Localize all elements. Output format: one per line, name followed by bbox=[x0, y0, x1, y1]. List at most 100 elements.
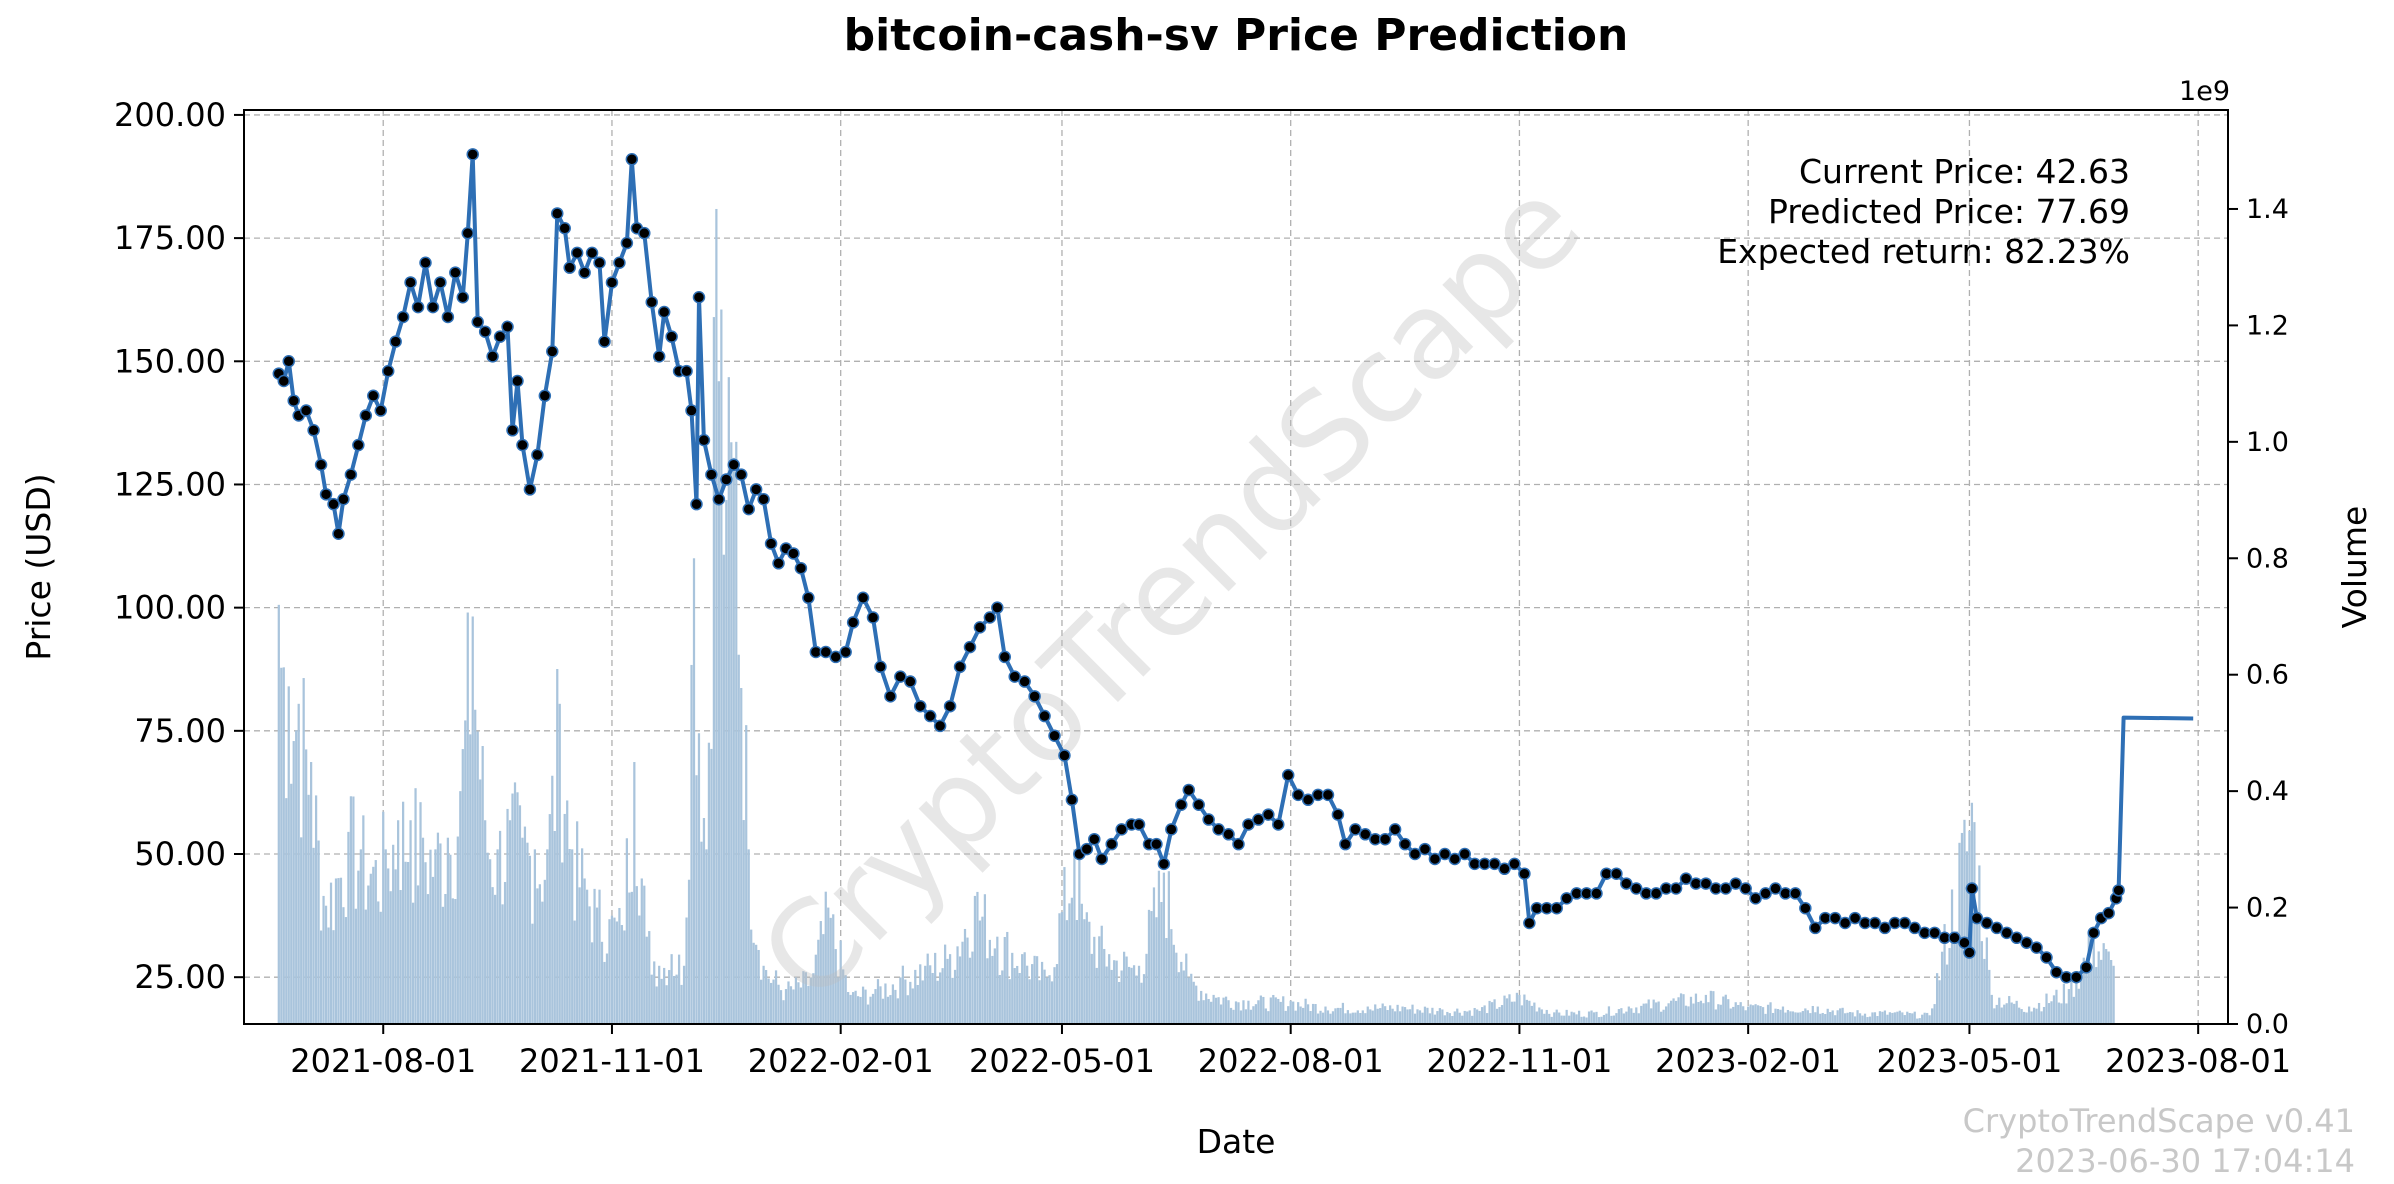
price-marker bbox=[1232, 837, 1245, 851]
volume-bar bbox=[1222, 997, 1225, 1024]
price-marker bbox=[466, 148, 479, 161]
volume-bar bbox=[444, 893, 447, 1024]
price-marker bbox=[367, 389, 380, 403]
volume-bar bbox=[1824, 1014, 1827, 1024]
volume-bar bbox=[369, 873, 372, 1024]
volume-bar bbox=[615, 921, 619, 1024]
price-marker bbox=[1018, 675, 1031, 688]
price-marker bbox=[665, 330, 678, 343]
price-marker bbox=[1291, 788, 1305, 802]
volume-bar bbox=[1523, 994, 1526, 1024]
price-marker bbox=[570, 246, 584, 260]
volume-bar bbox=[1568, 1015, 1571, 1024]
volume-bar bbox=[1911, 1013, 1914, 1024]
volume-bar bbox=[506, 808, 509, 1024]
volume-bar bbox=[1282, 996, 1285, 1024]
volume-bar bbox=[794, 977, 798, 1024]
volume-bar bbox=[799, 987, 803, 1024]
volume-bar bbox=[906, 995, 909, 1024]
price-marker bbox=[277, 374, 291, 388]
volume-bar bbox=[1538, 1007, 1541, 1024]
volume-bar bbox=[1692, 1003, 1695, 1024]
footer-timestamp: 2023-06-30 17:04:14 bbox=[2015, 1142, 2355, 1180]
volume-bar bbox=[764, 970, 768, 1024]
price-marker bbox=[1980, 916, 1994, 930]
volume-bar bbox=[277, 604, 280, 1024]
volume-bar bbox=[1451, 1015, 1454, 1024]
volume-bar bbox=[1510, 1001, 1514, 1024]
volume-bar bbox=[1485, 1013, 1489, 1024]
volume-bar bbox=[812, 973, 815, 1024]
volume-bar bbox=[1786, 1009, 1790, 1024]
volume-bar bbox=[327, 927, 330, 1024]
volume-bar bbox=[1821, 1012, 1824, 1024]
price-marker bbox=[1388, 823, 1402, 836]
volume-bar bbox=[1719, 1004, 1722, 1024]
volume-bar bbox=[1147, 909, 1151, 1024]
price-marker bbox=[1008, 670, 1021, 683]
volume-bar bbox=[2027, 1006, 2031, 1024]
volume-bar bbox=[1829, 1012, 1832, 1024]
price-marker bbox=[802, 591, 815, 605]
volume-bar bbox=[1095, 967, 1098, 1024]
volume-bar bbox=[578, 887, 581, 1024]
price-marker bbox=[2070, 970, 2083, 984]
volume-bar bbox=[675, 974, 678, 1024]
volume-bar bbox=[1752, 1005, 1755, 1024]
price-marker bbox=[757, 493, 770, 506]
price-marker bbox=[461, 226, 475, 240]
volume-bar bbox=[1488, 1000, 1491, 1024]
volume-bar bbox=[665, 985, 668, 1024]
price-marker bbox=[404, 276, 417, 289]
volume-bar bbox=[1324, 1006, 1327, 1024]
volume-bar bbox=[1565, 1009, 1568, 1024]
volume-bar bbox=[1408, 1009, 1412, 1024]
volume-bar bbox=[692, 558, 696, 1024]
volume-bar bbox=[2010, 1002, 2013, 1024]
volume-bar bbox=[1635, 1007, 1638, 1024]
volume-bar bbox=[755, 944, 758, 1024]
volume-bar bbox=[1304, 998, 1307, 1024]
volume-bar bbox=[561, 862, 564, 1024]
volume-bar bbox=[282, 667, 285, 1024]
volume-bar bbox=[1389, 1005, 1392, 1024]
volume-bar bbox=[1595, 1011, 1598, 1024]
volume-bar bbox=[501, 904, 504, 1024]
volume-bar bbox=[1548, 1013, 1551, 1024]
volume-bar bbox=[1398, 1011, 1402, 1024]
volume-bar bbox=[1403, 1007, 1407, 1024]
volume-bar bbox=[1197, 1000, 1200, 1024]
volume-bar bbox=[1694, 993, 1698, 1024]
volume-bar bbox=[1396, 1004, 1399, 1024]
volume-bar bbox=[1294, 1010, 1297, 1024]
volume-bar bbox=[1844, 1013, 1847, 1024]
volume-bar bbox=[2107, 951, 2110, 1024]
volume-bar bbox=[1232, 1009, 1235, 1024]
volume-bar bbox=[779, 990, 783, 1024]
volume-bar bbox=[1185, 953, 1188, 1024]
volume-tick-label: 0.8 bbox=[2246, 543, 2289, 574]
volume-bar bbox=[1349, 1013, 1352, 1024]
volume-bar bbox=[344, 917, 348, 1024]
volume-bar bbox=[1190, 973, 1193, 1024]
volume-bar bbox=[953, 969, 957, 1024]
volume-bar bbox=[1080, 903, 1083, 1024]
volume-bar bbox=[720, 309, 723, 1024]
price-marker bbox=[352, 438, 365, 452]
volume-bar bbox=[797, 982, 800, 1024]
volume-bar bbox=[382, 811, 385, 1024]
volume-bar bbox=[1789, 1011, 1792, 1024]
volume-bar bbox=[814, 954, 817, 1024]
volume-bar bbox=[1065, 920, 1069, 1024]
volume-bar bbox=[1737, 1004, 1740, 1024]
volume-bar bbox=[1113, 960, 1116, 1024]
volume-bar bbox=[493, 894, 497, 1024]
volume-bar bbox=[886, 996, 890, 1024]
volume-bar bbox=[1177, 972, 1180, 1024]
x-tick-label: 2023-05-01 bbox=[1876, 1042, 2062, 1080]
price-marker bbox=[712, 493, 726, 506]
volume-bar bbox=[1963, 819, 1966, 1024]
volume-bar bbox=[2062, 983, 2066, 1024]
volume-bar bbox=[861, 986, 865, 1024]
volume-bar bbox=[1655, 1002, 1658, 1024]
